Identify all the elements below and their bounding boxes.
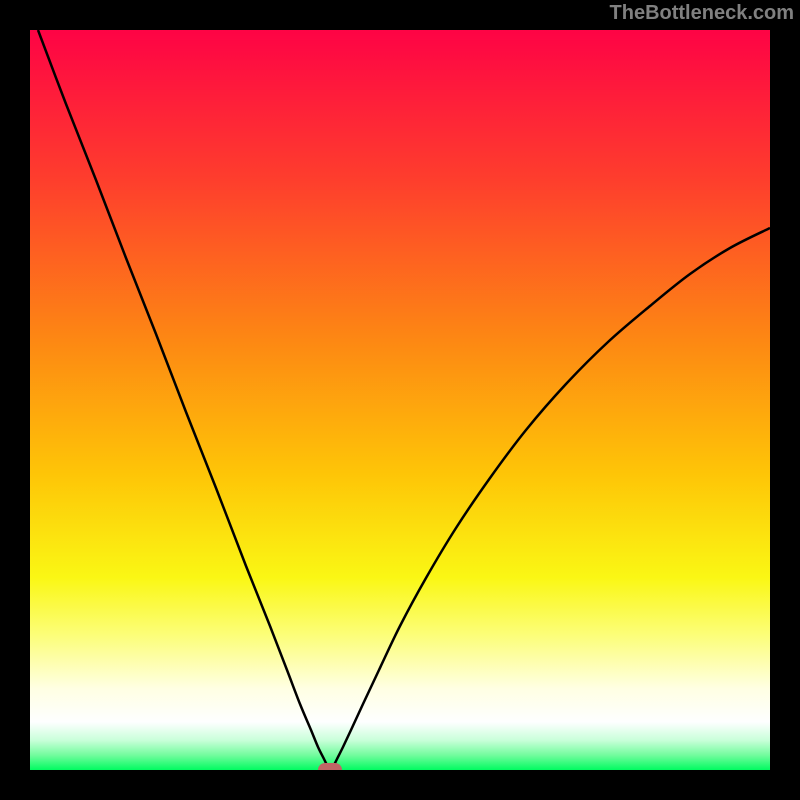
curve-layer <box>30 30 770 770</box>
plot-area <box>30 30 770 770</box>
watermark-text: TheBottleneck.com <box>610 2 794 25</box>
minimum-marker <box>318 763 342 770</box>
v-curve-path <box>38 30 770 770</box>
